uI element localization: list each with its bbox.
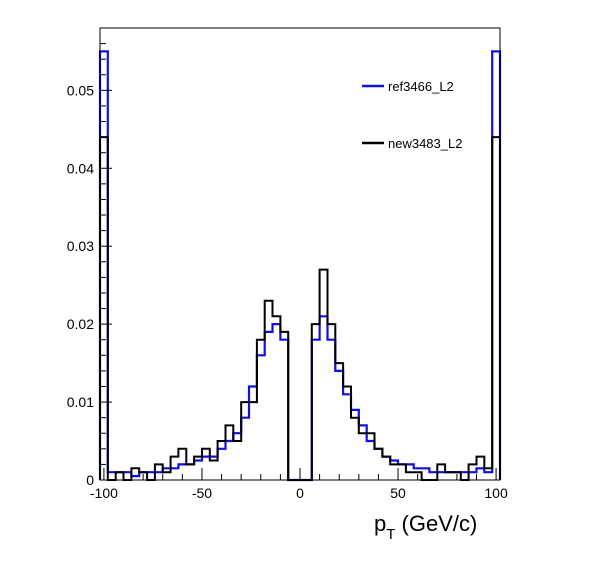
x-tick-label: 50 [390, 485, 406, 501]
y-tick-label: 0 [86, 472, 94, 488]
legend-box [355, 60, 485, 168]
x-axis-title-main: p [374, 511, 386, 536]
x-tick-label: -100 [90, 485, 118, 501]
legend: ref3466_L2 new3483_L2 [355, 60, 485, 168]
y-tick-label: 0.04 [67, 160, 94, 176]
x-tick-label: -50 [192, 485, 212, 501]
x-axis-title: pT (GeV/c) [374, 511, 477, 543]
x-axis-title-unit: (GeV/c) [395, 511, 477, 536]
legend-label-ref3466: ref3466_L2 [388, 79, 454, 94]
y-tick-label: 0.05 [67, 82, 94, 98]
axis-ticks: -100 -50 0 50 100 0 0.01 0.02 0.03 0.04 0.05 [67, 43, 508, 501]
legend-label-new3483: new3483_L2 [388, 136, 462, 151]
x-axis-title-sub: T [386, 526, 395, 543]
series-line-new3483_L2 [99, 136, 501, 481]
y-tick-label: 0.01 [67, 394, 94, 410]
x-tick-label: 0 [296, 485, 304, 501]
y-tick-label: 0.02 [67, 316, 94, 332]
x-tick-label: 100 [484, 485, 508, 501]
y-tick-label: 0.03 [67, 238, 94, 254]
